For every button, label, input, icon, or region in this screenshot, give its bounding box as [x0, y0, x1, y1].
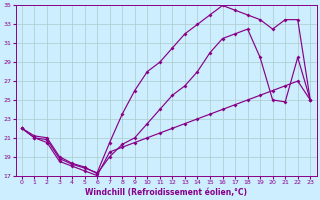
X-axis label: Windchill (Refroidissement éolien,°C): Windchill (Refroidissement éolien,°C): [85, 188, 247, 197]
